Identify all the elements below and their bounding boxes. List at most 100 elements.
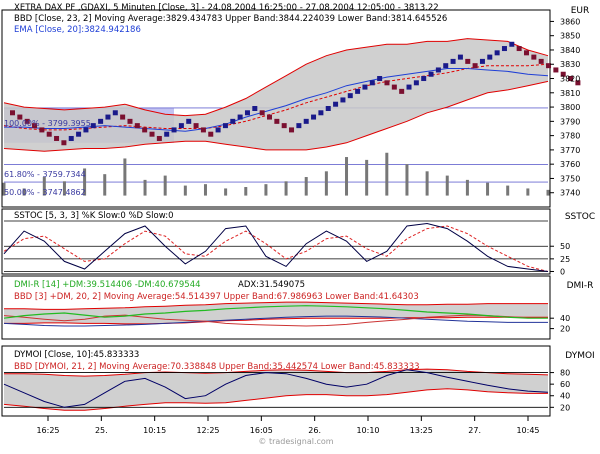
pf-box-6-0	[259, 110, 265, 116]
pf-box-9-3	[428, 71, 434, 77]
pf-box-5-2	[230, 118, 236, 124]
pf-box-2-2	[134, 123, 140, 129]
pf-box-11-1	[487, 54, 493, 60]
pf-box-12-7	[568, 76, 574, 82]
dymoi-bb-upper-line	[4, 368, 549, 377]
pf-box-5-4	[244, 110, 250, 116]
pf-box-7-8	[355, 88, 361, 94]
x-tick-label-6: 10:10	[356, 426, 379, 435]
dmi-bb-legend: BBD [3] +DM, 20, 2] Moving Average:54.51…	[14, 292, 419, 302]
dmi-band-fill	[4, 302, 548, 324]
dmi-panel: DMI-R [14] +DM:39.514406 -DM:40.679544 A…	[1, 275, 594, 340]
pf-box-3-1	[171, 127, 177, 133]
bb-upper-line	[3, 38, 549, 117]
volume-bar-19	[385, 152, 389, 196]
pf-box-12-0	[516, 46, 522, 52]
pf-box-5-5	[252, 106, 258, 111]
dymoi-bb-legend: BBD [DYMOI, 21, 2] Moving Average:70.338…	[14, 362, 420, 372]
pf-box-7-10	[369, 80, 375, 86]
fib-100-label: 100.00% - 3799.3955	[4, 119, 91, 128]
volume-bar-11	[224, 188, 228, 196]
dmi-tick-label-20: 20	[560, 325, 570, 334]
price-tick-label-3770: 3770	[560, 146, 580, 155]
dmi-title: DMI-R [14] +DM:39.514406 -DM:40.679544	[14, 280, 201, 290]
stoch-tick-label-0: 0	[560, 267, 565, 276]
volume-bar-4	[83, 168, 87, 196]
pf-box-9-2	[421, 76, 427, 82]
volume-bar-9	[183, 185, 187, 196]
volume-bar-17	[345, 157, 349, 196]
volume-bar-3	[62, 181, 66, 196]
pf-box-5-0	[215, 127, 221, 133]
x-tick-label-7: 13:25	[410, 426, 433, 435]
dymoi-tick-label-40: 40	[560, 392, 570, 401]
pf-box-11-2	[494, 50, 500, 56]
pf-box-0-6	[54, 135, 60, 141]
volume-bar-20	[405, 164, 409, 196]
volume-bar-2	[42, 177, 46, 196]
pf-box-7-1	[303, 118, 309, 124]
pf-box-2-5	[156, 135, 162, 141]
volume-bar-22	[445, 175, 449, 196]
pf-box-2-4	[149, 131, 155, 137]
dymoi-tick-label-20: 20	[560, 403, 570, 412]
pf-box-6-2	[274, 118, 280, 124]
dymoi-tick-label-80: 80	[560, 369, 570, 378]
volume-bar-27	[546, 189, 550, 196]
price-tick-label-3810: 3810	[560, 89, 580, 98]
price-tick-label-3760: 3760	[560, 160, 580, 169]
pf-box-5-1	[222, 123, 228, 129]
volume-bar-13	[264, 184, 268, 196]
price-title: XETRA DAX PF ,GDAXI, 5 Minuten [Close, 3…	[14, 3, 439, 13]
pf-box-8-0	[384, 80, 390, 86]
price-tick-label-3850: 3850	[560, 32, 580, 41]
fib-50-label: 50.00% - 3747.4862	[4, 188, 86, 197]
bb-lower-line	[3, 80, 549, 152]
pf-box-9-0	[406, 84, 412, 90]
stoch-k-line	[3, 222, 549, 272]
stoch-tick-label-25: 25	[560, 255, 570, 264]
price-tick-label-3860: 3860	[560, 17, 580, 26]
dymoi-title: DYMOI [Close, 10]:45.833333	[14, 350, 139, 360]
pf-box-3-3	[186, 118, 192, 124]
stoch-plot: 0 25 50	[3, 220, 570, 276]
dmi-panel-frame	[1, 275, 551, 340]
watermark: © tradesignal.com	[258, 437, 333, 446]
volume-bar-21	[425, 171, 429, 196]
x-tick-label-5: 26.	[308, 426, 321, 435]
stoch-panel: SSTOC [5, 3, 3] %K Slow:0 %D Slow:0 SSTO…	[1, 208, 595, 276]
volume-bar-6	[123, 158, 127, 196]
volume-bar-26	[526, 188, 530, 196]
dymoi-tick-label-60: 60	[560, 380, 570, 389]
price-tick-label-3800: 3800	[560, 103, 580, 112]
dmi-label: DMI-R	[567, 281, 594, 291]
price-panel: XETRA DAX PF ,GDAXI, 5 Minuten [Close, 3…	[1, 3, 589, 208]
pf-box-4-2	[208, 131, 214, 137]
pf-box-7-0	[296, 123, 302, 129]
pf-box-3-2	[178, 123, 184, 129]
pf-box-4-0	[193, 123, 199, 129]
volume-bar-10	[203, 184, 207, 196]
pf-box-8-1	[391, 84, 397, 90]
price-tick-label-3840: 3840	[560, 46, 580, 55]
dymoi-label: DYMOI	[565, 351, 594, 361]
x-tick-label-9: 10:45	[516, 426, 539, 435]
dymoi-panel: DYMOI [Close, 10]:45.833333 BBD [DYMOI, …	[1, 345, 595, 417]
pf-box-1-0	[68, 135, 74, 141]
dymoi-panel-frame	[1, 345, 551, 417]
pf-box-6-4	[289, 127, 295, 133]
price-tick-label-3780: 3780	[560, 132, 580, 141]
pf-box-2-3	[142, 127, 148, 133]
volume-bar-0	[2, 182, 6, 196]
dymoi-plot: 20 40 60 80	[3, 368, 570, 412]
volume-bar-15	[304, 177, 308, 196]
x-tick-label-3: 12:25	[196, 426, 219, 435]
pf-box-2-0	[120, 114, 126, 120]
pf-box-12-4	[546, 63, 552, 69]
pf-box-4-1	[200, 127, 206, 133]
price-tick-label-3790: 3790	[560, 117, 580, 126]
pf-box-0-5	[46, 131, 52, 137]
stoch-tick-label-50: 50	[560, 242, 570, 251]
price-tick-label-3740: 3740	[560, 189, 580, 198]
